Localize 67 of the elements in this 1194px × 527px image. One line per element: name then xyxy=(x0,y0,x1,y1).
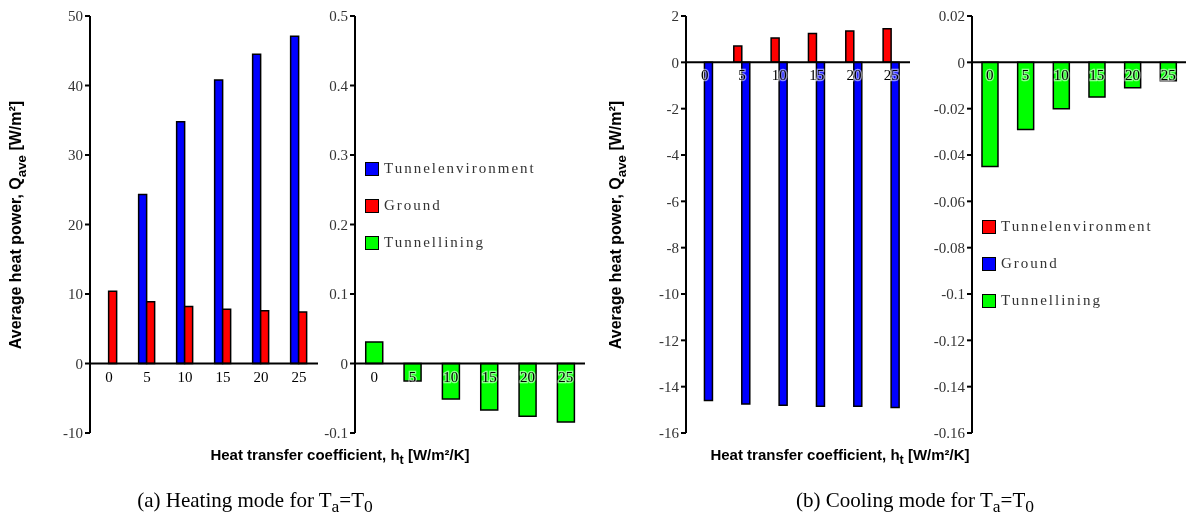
y-tick-label: -0.12 xyxy=(933,332,965,349)
y-tick-label: -12 xyxy=(659,332,679,349)
y-tick-label: 0.1 xyxy=(329,286,348,303)
y-tick-label: -0.1 xyxy=(324,425,348,442)
legend-label: Tunnelenvironment xyxy=(1001,218,1153,235)
y-tick-label: -0.06 xyxy=(933,193,966,210)
x-tick-label: 25 xyxy=(1160,67,1176,84)
y-tick-label: 10 xyxy=(68,286,83,303)
x-tick-label: 10 xyxy=(1053,67,1069,84)
y-tick-label: 40 xyxy=(68,77,83,94)
x-tick-label: 0 xyxy=(986,67,994,84)
legend-label: Tunnellining xyxy=(1001,292,1102,309)
y-tick-label: 2 xyxy=(671,8,679,25)
y-tick-label: -0.1 xyxy=(941,286,965,303)
x-axis-title: Heat transfer coefficient, h$_{t}$ [W/m²/K] xyxy=(710,446,970,467)
y-tick-label: 30 xyxy=(68,147,83,164)
y-tick-label: 0.5 xyxy=(329,8,348,25)
y-tick-label: 0 xyxy=(671,54,679,71)
x-axis-title: Heat transfer coefficient, h$_{t}$ [W/m²/K] xyxy=(210,446,470,467)
y-tick-label: 0 xyxy=(75,355,83,372)
x-tick-label: 5 xyxy=(143,368,151,385)
x-tick-label: 25 xyxy=(883,67,899,84)
x-tick-label: 15 xyxy=(1089,67,1105,84)
x-tick-label: 15 xyxy=(481,368,497,385)
x-tick-label: 25 xyxy=(558,368,574,385)
y-tick-label: 20 xyxy=(68,216,83,233)
x-tick-label: 5 xyxy=(1021,67,1030,84)
y-tick-label: -16 xyxy=(659,425,680,442)
y-tick-label: 0.02 xyxy=(938,8,965,25)
y-tick-label: -0.16 xyxy=(933,425,966,442)
y-tick-label: -8 xyxy=(666,239,679,256)
x-tick-label: 10 xyxy=(177,368,193,385)
y-tick-label: 0.2 xyxy=(329,216,348,233)
x-tick-label: 15 xyxy=(809,67,825,84)
y-tick-label: -4 xyxy=(666,147,680,164)
x-tick-label: 25 xyxy=(291,368,307,385)
y-tick-label: -14 xyxy=(659,378,680,395)
legend-label: Tunnelenvironment xyxy=(384,160,536,177)
y-tick-label: -6 xyxy=(666,193,680,210)
x-tick-label: 0 xyxy=(700,67,709,84)
y-tick-label: -0.02 xyxy=(933,100,965,117)
y-tick-label: -2 xyxy=(666,100,679,117)
y-tick-label: -0.08 xyxy=(933,239,965,256)
x-tick-label: 20 xyxy=(520,368,535,385)
x-tick-label: 10 xyxy=(771,67,787,84)
x-tick-label: 10 xyxy=(443,368,459,385)
x-tick-label: 5 xyxy=(738,67,746,84)
y-tick-label: 0 xyxy=(957,54,965,71)
text: (b) Cooling mode for T$_{a}$=T$_{0}$ xyxy=(796,488,1034,518)
x-tick-label: 20 xyxy=(253,368,269,385)
y-tick-label: -0.04 xyxy=(933,147,966,164)
y-tick-label: -10 xyxy=(63,425,83,442)
y-tick-label: 0.4 xyxy=(329,77,349,94)
legend-label: Ground xyxy=(1001,255,1059,272)
x-tick-label: 0 xyxy=(370,368,378,385)
x-tick-label: 0 xyxy=(105,368,113,385)
legend-label: Tunnellining xyxy=(384,234,485,251)
y-tick-label: -10 xyxy=(659,286,679,303)
y-tick-label: -0.14 xyxy=(933,378,966,395)
y-tick-label: 0.3 xyxy=(329,147,348,164)
y-tick-label: 0 xyxy=(340,355,348,372)
x-tick-label: 20 xyxy=(846,67,862,84)
y-tick-label: 50 xyxy=(68,8,83,25)
legend-label: Ground xyxy=(384,197,442,214)
x-tick-label: 15 xyxy=(215,368,231,385)
text: (a) Heating mode for T$_{a}$=T$_{0}$ xyxy=(137,488,373,518)
x-tick-label: 20 xyxy=(1125,67,1140,84)
